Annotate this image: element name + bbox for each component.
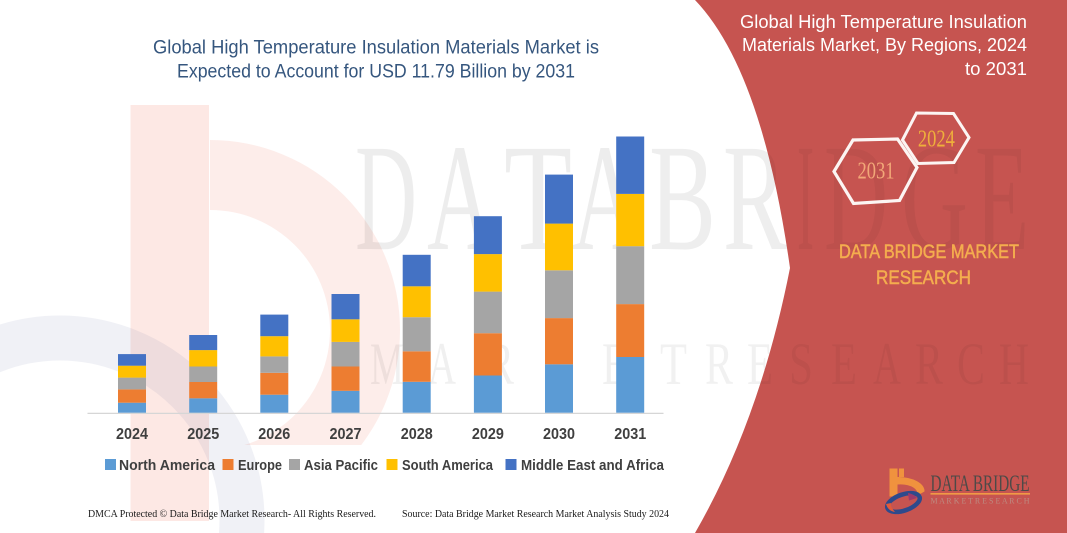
svg-text:Global High Temperature Insula: Global High Temperature Insulation: [740, 11, 1027, 32]
svg-text:D: D: [824, 114, 888, 283]
svg-text:I: I: [797, 114, 814, 283]
svg-text:Middle East and Africa: Middle East and Africa: [521, 458, 665, 474]
svg-text:RESEARCH: RESEARCH: [876, 268, 971, 289]
svg-text:Global High Temperature Insula: Global High Temperature Insulation Mater…: [153, 37, 599, 58]
svg-text:2031: 2031: [614, 426, 646, 443]
svg-text:Europe: Europe: [238, 458, 282, 474]
svg-text:E: E: [831, 331, 857, 397]
svg-text:R: R: [705, 331, 733, 397]
svg-text:R: R: [915, 331, 943, 397]
svg-text:A: A: [428, 331, 456, 397]
svg-text:Asia Pacific: Asia Pacific: [304, 458, 378, 474]
svg-text:Materials Market, By Regions,: Materials Market, By Regions, 2024: [742, 34, 1027, 55]
svg-text:M: M: [370, 331, 404, 397]
svg-text:DATA BRIDGE MARKET: DATA BRIDGE MARKET: [839, 242, 1019, 263]
svg-text:2028: 2028: [401, 426, 433, 443]
svg-text:2027: 2027: [330, 426, 362, 443]
svg-text:to 2031: to 2031: [965, 58, 1027, 79]
svg-text:E: E: [975, 114, 1029, 283]
svg-text:2030: 2030: [543, 426, 575, 443]
svg-text:2026: 2026: [258, 426, 290, 443]
svg-text:G: G: [901, 114, 968, 283]
svg-text:DATA BRIDGE: DATA BRIDGE: [931, 471, 1030, 496]
svg-text:M A R K E T R E S E A R C H: M A R K E T R E S E A R C H: [931, 497, 1030, 506]
svg-text:DMCA Protected © Data Bridge M: DMCA Protected © Data Bridge Market Rese…: [88, 508, 376, 520]
svg-text:North America: North America: [119, 458, 216, 474]
svg-text:S: S: [789, 331, 813, 397]
svg-text:2025: 2025: [187, 426, 219, 443]
svg-text:2029: 2029: [472, 426, 504, 443]
svg-text:2024: 2024: [918, 126, 955, 152]
svg-text:South America: South America: [402, 458, 494, 474]
svg-text:Expected to Account for USD 11: Expected to Account for USD 11.79 Billio…: [177, 61, 575, 82]
svg-text:B: B: [649, 114, 716, 283]
svg-text:Source: Data Bridge Market Res: Source: Data Bridge Market Research Mark…: [402, 508, 669, 520]
svg-text:A: A: [873, 331, 901, 397]
svg-text:2024: 2024: [116, 426, 148, 443]
svg-text:H: H: [999, 331, 1029, 397]
svg-text:2031: 2031: [858, 159, 895, 185]
svg-text:C: C: [957, 331, 985, 397]
svg-text:T: T: [660, 331, 687, 397]
